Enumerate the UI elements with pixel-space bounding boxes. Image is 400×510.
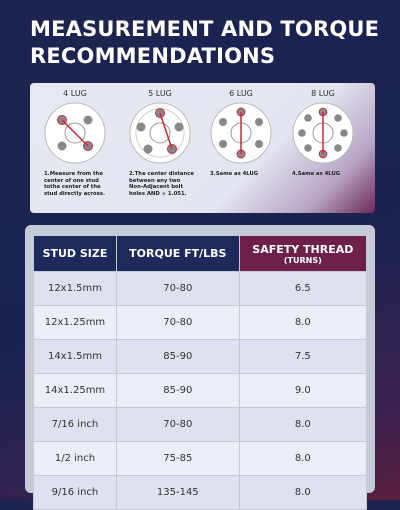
table-row: 7/16 inch 70-80 8.0: [33, 407, 368, 442]
header-text: SAFETY THREAD: [252, 242, 354, 256]
table-cell: 8.0: [238, 305, 368, 340]
header-row: STUD SIZE TORQUE FT/LBS SAFETY THREAD (T…: [33, 235, 368, 272]
lug: 6 LUG 3.Same as 4LUG: [198, 83, 284, 178]
title-line: RECOMMENDATIONS: [30, 44, 276, 68]
table-cell: 1/2 inch: [33, 441, 117, 476]
table-row: 14x1.25mm 85-90 9.0: [33, 373, 368, 408]
table-cell: 8.0: [238, 407, 368, 442]
table-cell: 70-80: [115, 305, 240, 340]
lug-caption: 2.The center distance between any two No…: [129, 171, 194, 197]
table-cell: 7.5: [238, 339, 368, 374]
table-cell: 12x1.25mm: [33, 305, 117, 340]
title: MEASUREMENT AND TORQUE RECOMMENDATIONS: [30, 16, 379, 70]
title-line: MEASUREMENT AND TORQUE: [30, 17, 380, 41]
table-cell: 6.5: [238, 271, 368, 306]
table-cell: 9/16 inch: [33, 475, 117, 510]
lug-panel: 4 LUG 1.Measure from the center of one s…: [30, 83, 375, 213]
table-cell: 9.0: [238, 373, 368, 408]
header-cell: TORQUE FT/LBS: [115, 235, 240, 272]
lug: 5 LUG 2.The center distance between any …: [117, 83, 203, 197]
table-row: 9/16 inch 135-145 8.0: [33, 475, 368, 510]
table-cell: 12x1.5mm: [33, 271, 117, 306]
table-cell: 85-90: [115, 373, 240, 408]
header-unit: (TURNS): [283, 255, 322, 265]
table-cell: 14x1.5mm: [33, 339, 117, 374]
lug: 4 LUG 1.Measure from the center of one s…: [32, 83, 118, 197]
table-cell: 7/16 inch: [33, 407, 117, 442]
table-cell: 75-85: [115, 441, 240, 476]
table-cell: 14x1.25mm: [33, 373, 117, 408]
lug-label: 8 LUG: [311, 89, 335, 98]
lug-diagram: [210, 102, 272, 164]
table-cell: 85-90: [115, 339, 240, 374]
table-row: 1/2 inch 75-85 8.0: [33, 441, 368, 476]
table-row: 12x1.25mm 70-80 8.0: [33, 305, 368, 340]
table-cell: 70-80: [115, 407, 240, 442]
lug: 8 LUG 4.Same as 4LUG: [280, 83, 366, 178]
lug-diagram: [129, 102, 191, 164]
header-cell: STUD SIZE: [33, 235, 117, 272]
torque-table: STUD SIZE TORQUE FT/LBS SAFETY THREAD (T…: [33, 235, 368, 510]
table-cell: 8.0: [238, 475, 368, 510]
table-row: 14x1.5mm 85-90 7.5: [33, 339, 368, 374]
lug-diagram: [44, 102, 106, 164]
lug-caption: 1.Measure from the center of one stud to…: [44, 171, 105, 197]
lug-diagram: [292, 102, 354, 164]
lug-caption: 4.Same as 4LUG: [292, 171, 341, 177]
header-cell: SAFETY THREAD (TURNS): [238, 235, 368, 272]
lug-label: 4 LUG: [63, 89, 87, 98]
table-cell: 70-80: [115, 271, 240, 306]
lug-label: 6 LUG: [229, 89, 253, 98]
lug-caption: 3.Same as 4LUG: [210, 171, 259, 177]
table-row: 12x1.5mm 70-80 6.5: [33, 271, 368, 306]
table-cell: 135-145: [115, 475, 240, 510]
table-cell: 8.0: [238, 441, 368, 476]
table-panel: STUD SIZE TORQUE FT/LBS SAFETY THREAD (T…: [25, 225, 375, 510]
lug-label: 5 LUG: [148, 89, 172, 98]
